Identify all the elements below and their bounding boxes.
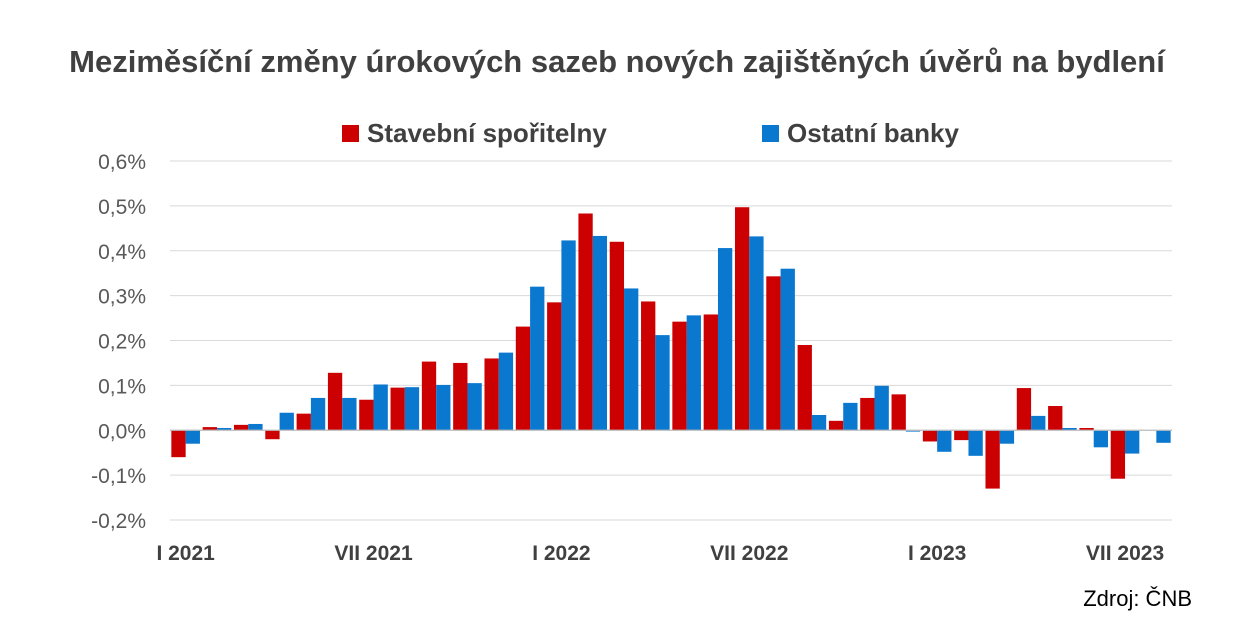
bar xyxy=(780,268,795,431)
bar xyxy=(672,321,687,431)
bar xyxy=(874,385,889,431)
bar xyxy=(515,326,531,431)
bar xyxy=(310,397,326,431)
bar xyxy=(937,430,952,452)
bar xyxy=(279,412,294,431)
y-tick-label: 0,0% xyxy=(98,420,146,443)
bar xyxy=(530,286,545,431)
bar xyxy=(453,362,468,431)
bar xyxy=(624,288,639,431)
bar xyxy=(484,358,499,431)
x-tick-label: VII 2023 xyxy=(1086,542,1164,565)
legend: Stavební spořitelny Ostatní banky xyxy=(0,118,1234,152)
bar xyxy=(265,430,280,440)
bar xyxy=(860,397,875,431)
bar xyxy=(248,423,263,431)
bar xyxy=(233,424,249,431)
bar xyxy=(390,387,405,431)
y-tick-label: 0,4% xyxy=(98,241,146,264)
bar xyxy=(749,236,764,431)
x-tick-label: I 2022 xyxy=(532,542,590,565)
x-tick-label: VII 2021 xyxy=(334,542,413,565)
x-tick-label: I 2023 xyxy=(908,542,966,565)
bar xyxy=(968,430,983,456)
bar xyxy=(373,384,388,431)
bar xyxy=(327,372,343,431)
bar xyxy=(342,397,357,431)
bar xyxy=(296,413,311,431)
bar xyxy=(1031,415,1046,431)
bar xyxy=(498,352,514,431)
bar xyxy=(1016,388,1032,431)
y-tick-label: -0,2% xyxy=(91,510,146,533)
x-tick-label: I 2021 xyxy=(156,542,215,565)
bar xyxy=(1125,430,1140,454)
bar xyxy=(828,420,844,431)
legend-swatch-stavebni xyxy=(342,125,359,142)
y-tick-label: 0,2% xyxy=(98,331,146,354)
bar xyxy=(578,213,593,431)
y-tick-label: 0,1% xyxy=(98,375,146,398)
y-tick-label: -0,1% xyxy=(91,465,146,488)
source-note: Zdroj: ČNB xyxy=(1083,586,1192,611)
legend-swatch-ostatni xyxy=(762,125,779,142)
y-tick-label: 0,6% xyxy=(98,151,146,174)
y-tick-label: 0,5% xyxy=(98,196,146,219)
bar xyxy=(547,302,562,431)
bar xyxy=(734,207,750,431)
bar xyxy=(1079,428,1094,431)
bar xyxy=(766,276,781,431)
bar xyxy=(1110,430,1126,479)
bar xyxy=(703,314,718,431)
bar xyxy=(467,383,482,431)
bar xyxy=(641,301,656,431)
bar xyxy=(609,241,625,431)
legend-item-ostatni: Ostatní banky xyxy=(762,118,959,149)
bar xyxy=(717,248,733,431)
bar xyxy=(216,428,232,431)
bar xyxy=(1093,430,1109,448)
bar xyxy=(843,402,858,431)
bar xyxy=(655,335,670,431)
legend-label-stavebni: Stavební spořitelny xyxy=(367,118,607,148)
bar xyxy=(1048,406,1063,431)
bar xyxy=(436,384,451,431)
bar xyxy=(811,414,827,431)
bar xyxy=(561,240,576,431)
bar xyxy=(185,430,200,444)
bar xyxy=(686,315,701,431)
bar xyxy=(999,430,1015,444)
bar xyxy=(954,430,969,441)
bar xyxy=(404,387,420,431)
bar xyxy=(797,344,812,431)
bar xyxy=(202,427,217,431)
legend-item-stavebni: Stavební spořitelny xyxy=(342,118,607,149)
legend-label-ostatni: Ostatní banky xyxy=(787,118,959,148)
bar xyxy=(1062,428,1077,431)
bar xyxy=(905,430,921,432)
chart-title: Meziměsíční změny úrokových sazeb nových… xyxy=(69,44,1165,79)
bar xyxy=(985,430,1000,489)
bar xyxy=(891,394,906,431)
bar xyxy=(1156,430,1171,443)
bar xyxy=(359,399,374,431)
bar xyxy=(592,235,608,431)
bar xyxy=(421,361,437,431)
bar xyxy=(171,430,186,458)
bar xyxy=(922,430,938,442)
y-tick-label: 0,3% xyxy=(98,286,146,309)
x-tick-label: VII 2022 xyxy=(710,542,788,565)
